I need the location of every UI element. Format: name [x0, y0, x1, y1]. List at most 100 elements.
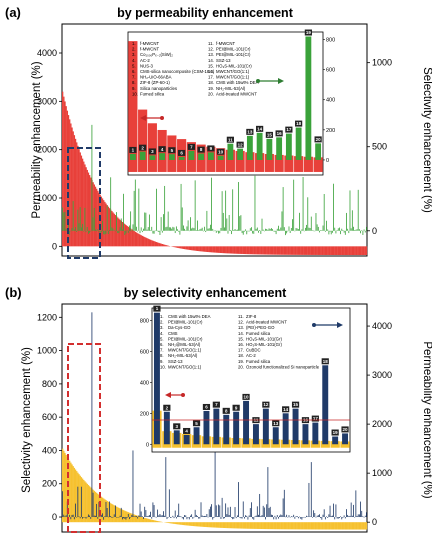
bar [282, 246, 284, 255]
bar [179, 516, 181, 518]
panel-b-plot-frame [61, 303, 368, 533]
bar [178, 503, 180, 518]
bar [133, 190, 135, 231]
bar [344, 522, 347, 530]
bar [364, 246, 366, 256]
tick-label: 200 [326, 128, 335, 134]
bar [243, 400, 250, 445]
bar [314, 246, 316, 255]
bar [83, 230, 85, 232]
bar [241, 230, 243, 234]
bar [232, 522, 234, 529]
bar [338, 246, 341, 256]
bar [119, 219, 121, 247]
bar [301, 522, 303, 530]
bar [364, 515, 366, 518]
bar [270, 246, 273, 255]
bar [324, 230, 326, 232]
bar [197, 516, 198, 518]
panel-a-title: by permeability enhancement [117, 6, 294, 20]
bar [201, 246, 203, 252]
bar [82, 517, 83, 519]
bar [323, 522, 325, 530]
bar [85, 482, 87, 523]
bar [192, 227, 194, 231]
bar [317, 522, 320, 530]
bar [172, 515, 174, 518]
bar [87, 485, 90, 523]
legend-number: 9. [160, 359, 164, 364]
bar [262, 408, 269, 445]
bar [71, 228, 73, 231]
bar [174, 510, 176, 518]
bar [345, 522, 348, 530]
legend-entry: Da-Cys-GO [168, 325, 191, 330]
bar [229, 229, 231, 231]
bar [279, 515, 281, 518]
bar [318, 522, 321, 530]
bar [248, 522, 250, 529]
bar [296, 246, 298, 255]
bar [129, 225, 130, 231]
bar [314, 522, 316, 530]
bar [126, 225, 128, 247]
bar [327, 229, 329, 231]
bar [239, 246, 241, 254]
bar [240, 522, 242, 529]
bar [342, 246, 344, 256]
bar [103, 230, 105, 235]
legend-number: 8. [132, 80, 136, 85]
bar [226, 522, 228, 529]
tick-label: 200 [140, 411, 149, 417]
bar [342, 433, 349, 445]
bar [148, 519, 151, 523]
bar [349, 522, 351, 530]
bar [259, 230, 261, 231]
bar [337, 522, 339, 530]
bar [356, 229, 358, 231]
bar [294, 156, 304, 172]
bar [199, 246, 201, 252]
legend-number: 12. [208, 47, 214, 52]
bar [185, 230, 187, 231]
bar [304, 246, 307, 255]
bar [287, 522, 289, 530]
bar [334, 517, 336, 520]
bar [173, 522, 175, 524]
bar [182, 246, 185, 249]
bar [340, 522, 342, 530]
number-badge [183, 427, 191, 434]
bar [219, 230, 221, 234]
tick-label: 500 [372, 142, 387, 152]
legend-number: 9. [132, 86, 136, 91]
bar [245, 515, 246, 518]
tick-label: 2000 [37, 145, 57, 155]
bar [222, 246, 225, 254]
bar [151, 226, 153, 231]
bar [284, 522, 287, 530]
bar [157, 509, 159, 518]
bar [181, 207, 183, 231]
bar [276, 246, 278, 255]
legend-number: 12. [238, 320, 244, 325]
bar [214, 445, 216, 518]
bar [195, 246, 198, 251]
bar [262, 246, 264, 255]
bar [195, 522, 198, 527]
bar [100, 230, 102, 233]
bar [118, 507, 120, 523]
bar [200, 502, 202, 518]
panel-a-inset-arrow-left [140, 115, 164, 121]
bar [288, 226, 290, 231]
bar [145, 518, 147, 523]
bar [179, 522, 181, 525]
bar [193, 522, 195, 527]
bar [242, 522, 244, 529]
bar [162, 244, 165, 247]
tick-label: 0 [372, 226, 377, 236]
bar [346, 212, 347, 231]
bar [103, 517, 105, 520]
legend-number: 13. [238, 325, 244, 330]
bar [167, 517, 169, 518]
bar [144, 212, 146, 231]
